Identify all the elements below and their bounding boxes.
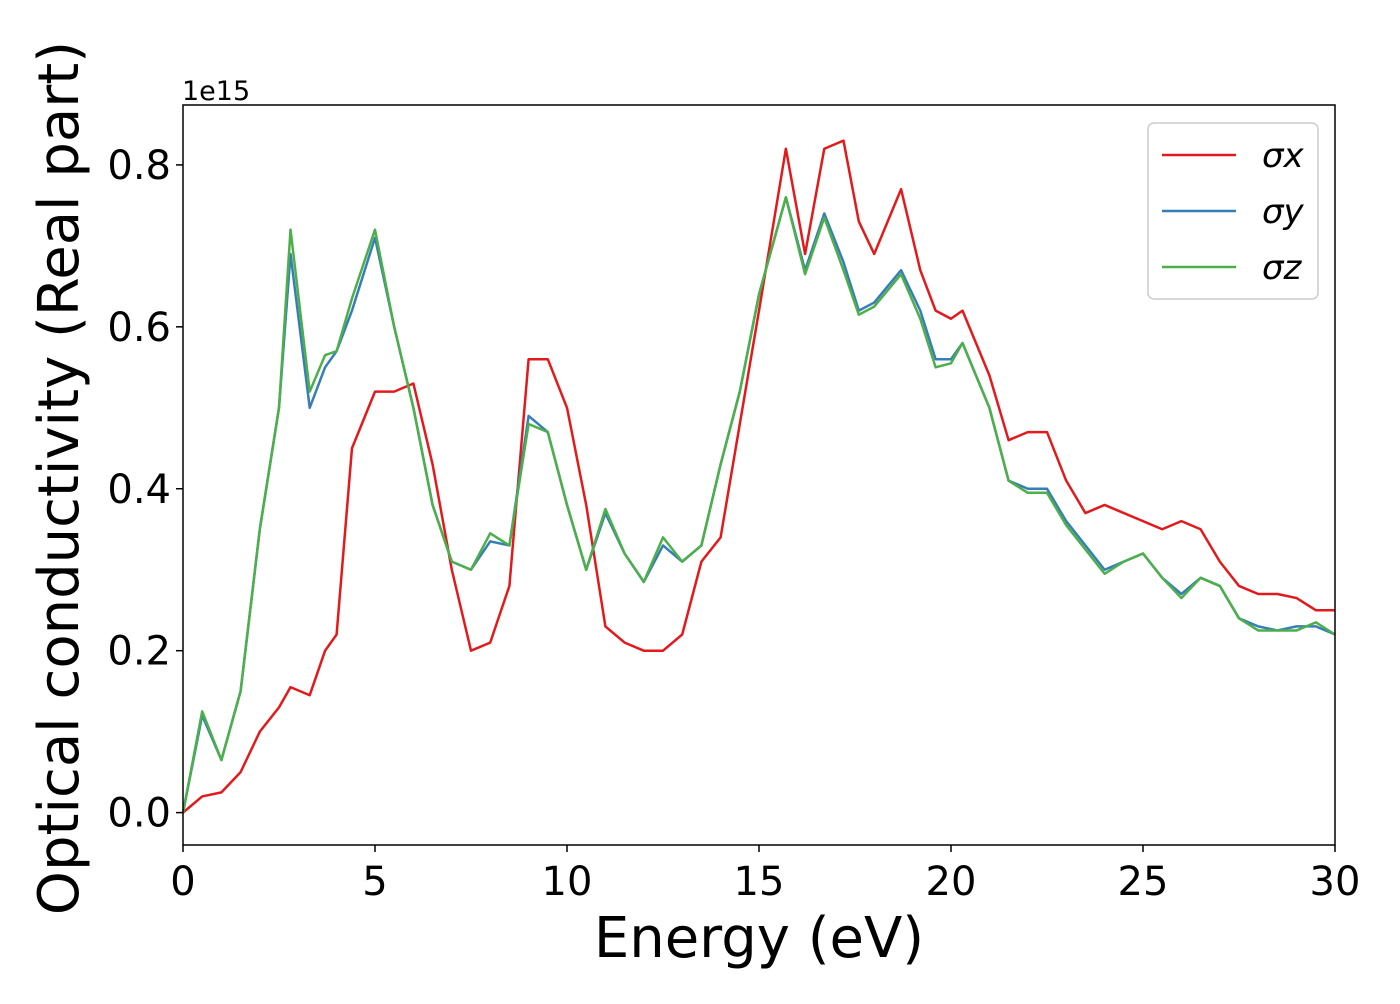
x-tick-label: 30 bbox=[1310, 859, 1361, 905]
y-tick-label: 0.8 bbox=[107, 143, 171, 189]
legend-label: σz bbox=[1262, 248, 1303, 288]
y-tick-label: 0.0 bbox=[107, 791, 171, 837]
x-tick-label: 0 bbox=[170, 859, 195, 905]
y-tick-label: 0.2 bbox=[107, 629, 171, 675]
legend-label: σy bbox=[1262, 192, 1305, 232]
x-tick-label: 15 bbox=[734, 859, 785, 905]
legend-label: σx bbox=[1262, 136, 1305, 176]
data-line bbox=[182, 139, 1335, 814]
x-tick-label: 20 bbox=[926, 859, 977, 905]
x-tick-label: 10 bbox=[542, 859, 593, 905]
x-tick-label: 25 bbox=[1118, 859, 1169, 905]
y-axis-label: Optical conductivity (Real part) bbox=[27, 41, 92, 915]
data-line bbox=[181, 196, 1336, 813]
y-tick-label: 0.4 bbox=[107, 467, 171, 513]
plot-frame bbox=[182, 104, 1336, 846]
y-tick-label: 0.6 bbox=[107, 305, 171, 351]
x-axis-label: Energy (eV) bbox=[594, 906, 924, 971]
offset-label: 1e15 bbox=[182, 76, 250, 107]
x-tick-label: 5 bbox=[362, 859, 387, 905]
